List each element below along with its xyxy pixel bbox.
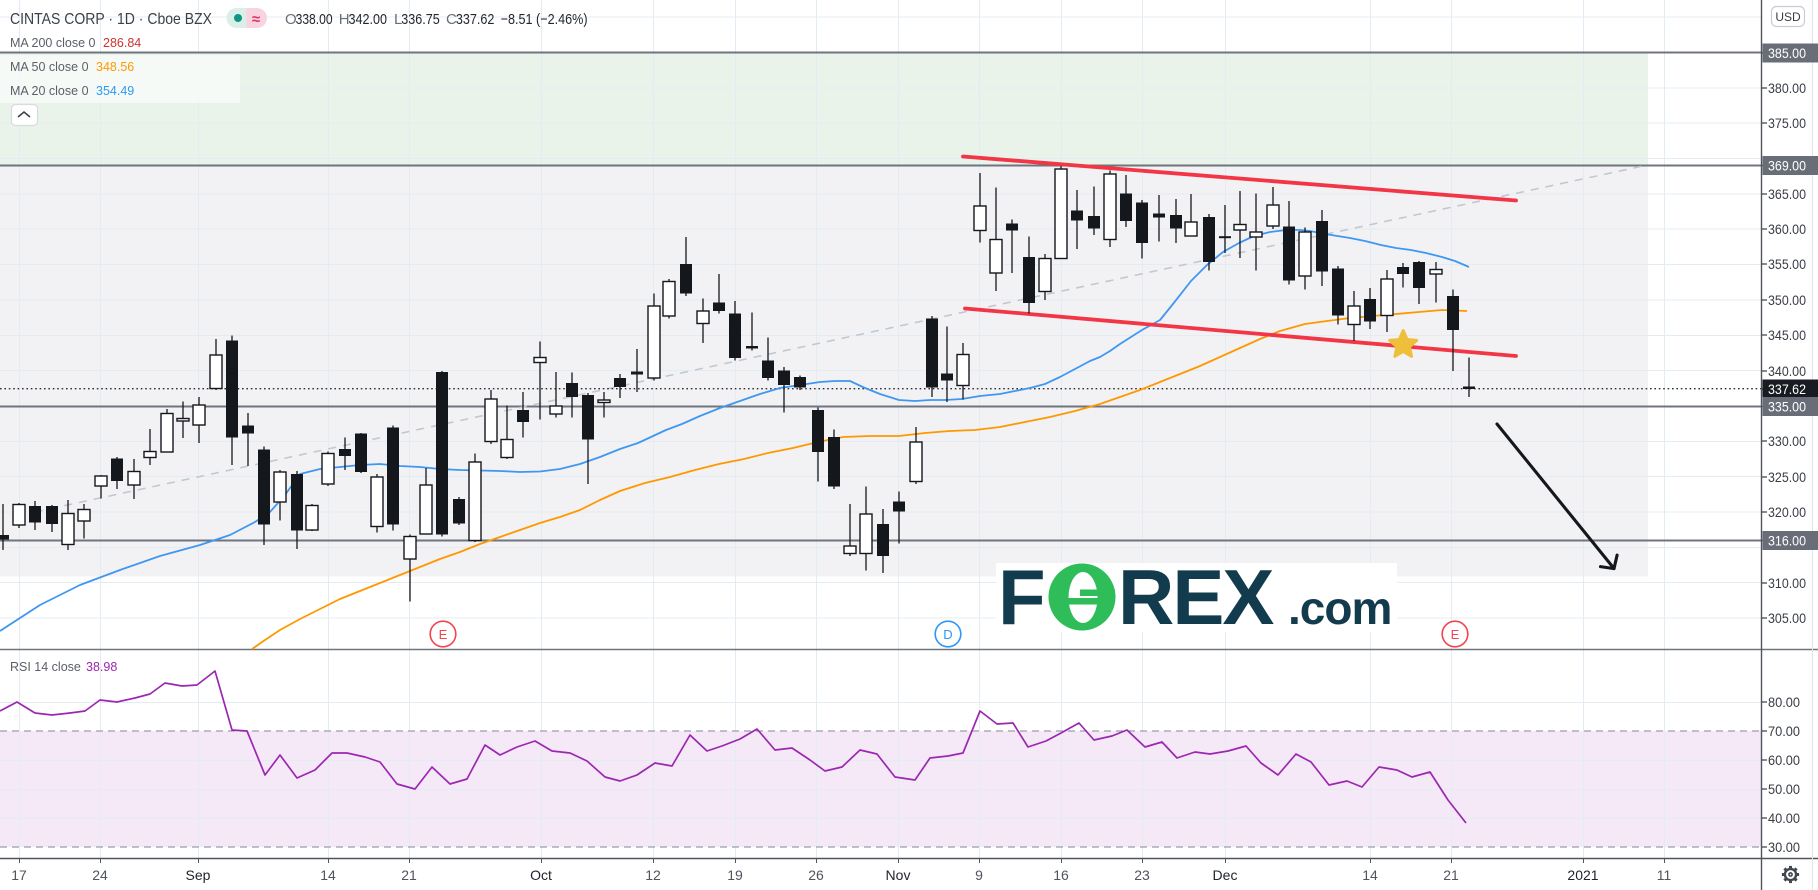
svg-text:80.00: 80.00: [1768, 694, 1800, 710]
svg-text:17: 17: [11, 867, 27, 883]
svg-text:MA 20 close 0 354.49: MA 20 close 0 354.49: [10, 84, 134, 98]
svg-text:21: 21: [1443, 867, 1459, 883]
svg-text:360.00: 360.00: [1768, 221, 1806, 237]
svg-text:E: E: [439, 627, 448, 642]
svg-text:RSI 14 close 38.98: RSI 14 close 38.98: [10, 660, 117, 674]
svg-text:USD: USD: [1775, 10, 1801, 24]
svg-text:23: 23: [1134, 867, 1150, 883]
svg-text:320.00: 320.00: [1768, 504, 1806, 520]
svg-text:335.00: 335.00: [1768, 399, 1806, 415]
svg-text:D: D: [943, 627, 952, 642]
svg-text:325.00: 325.00: [1768, 469, 1806, 485]
svg-text:24: 24: [92, 867, 108, 883]
svg-text:9: 9: [975, 867, 983, 883]
svg-text:340.00: 340.00: [1768, 363, 1806, 379]
svg-text:21: 21: [401, 867, 417, 883]
svg-text:MA 200 close 0 286.84: MA 200 close 0 286.84: [10, 36, 141, 50]
svg-text:Dec: Dec: [1213, 867, 1238, 883]
svg-text:.com: .com: [1288, 582, 1391, 634]
svg-text:50.00: 50.00: [1768, 781, 1800, 797]
svg-text:14: 14: [320, 867, 336, 883]
svg-text:365.00: 365.00: [1768, 186, 1806, 202]
svg-text:12: 12: [645, 867, 661, 883]
svg-text:40.00: 40.00: [1768, 810, 1800, 826]
svg-text:≈: ≈: [252, 11, 260, 28]
svg-text:375.00: 375.00: [1768, 115, 1806, 131]
svg-text:2021: 2021: [1567, 867, 1598, 883]
svg-text:CINTAS CORP · 1D · Cboe BZX: CINTAS CORP · 1D · Cboe BZX: [10, 11, 212, 28]
svg-text:330.00: 330.00: [1768, 433, 1806, 449]
svg-text:E: E: [1451, 627, 1460, 642]
svg-text:Sep: Sep: [186, 867, 211, 883]
svg-text:14: 14: [1362, 867, 1378, 883]
svg-text:19: 19: [727, 867, 743, 883]
svg-text:REX: REX: [1118, 553, 1274, 641]
svg-text:385.00: 385.00: [1768, 45, 1806, 61]
svg-text:MA 50 close 0 348.56: MA 50 close 0 348.56: [10, 60, 134, 74]
svg-text:H: H: [339, 11, 350, 28]
svg-text:11: 11: [1657, 867, 1672, 883]
svg-text:350.00: 350.00: [1768, 292, 1806, 308]
svg-text:355.00: 355.00: [1768, 256, 1806, 272]
svg-text:30.00: 30.00: [1768, 839, 1800, 855]
svg-text:369.00: 369.00: [1768, 158, 1806, 174]
svg-text:305.00: 305.00: [1768, 610, 1806, 626]
svg-text:70.00: 70.00: [1768, 723, 1800, 739]
svg-text:26: 26: [808, 867, 824, 883]
svg-text:O: O: [285, 11, 297, 28]
svg-text:337.62: 337.62: [1768, 381, 1806, 397]
svg-text:310.00: 310.00: [1768, 575, 1806, 591]
svg-text:16: 16: [1053, 867, 1069, 883]
svg-text:L: L: [394, 11, 402, 28]
svg-text:338.00: 338.00: [296, 11, 333, 28]
svg-text:337.62: 337.62: [456, 11, 495, 28]
svg-text:C: C: [446, 11, 457, 28]
svg-text:F: F: [998, 553, 1044, 641]
svg-text:345.00: 345.00: [1768, 327, 1806, 343]
svg-text:Oct: Oct: [530, 867, 552, 883]
svg-text:Nov: Nov: [886, 867, 911, 883]
svg-text:336.75: 336.75: [401, 11, 440, 28]
svg-text:60.00: 60.00: [1768, 752, 1800, 768]
svg-text:380.00: 380.00: [1768, 80, 1806, 96]
svg-text:316.00: 316.00: [1768, 533, 1806, 549]
svg-text:342.00: 342.00: [349, 11, 388, 28]
svg-text:−8.51 (−2.46%): −8.51 (−2.46%): [501, 11, 588, 28]
